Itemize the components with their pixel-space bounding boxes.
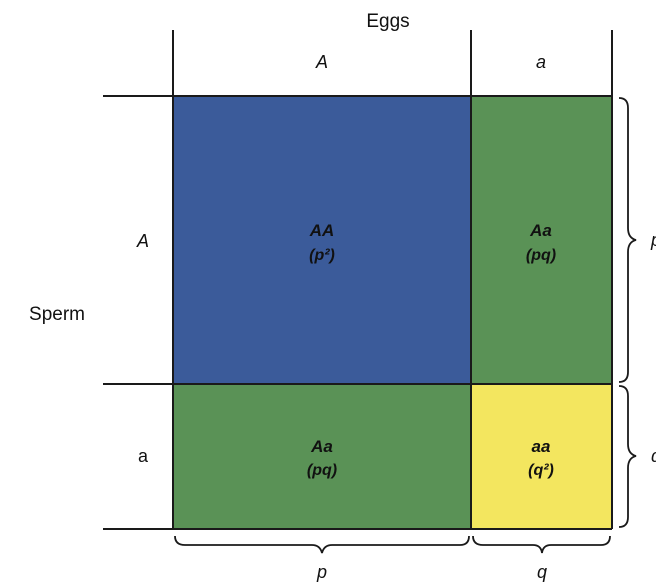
cell-Aa-bottom-genotype: Aa (310, 437, 333, 456)
brace-bottom-q (472, 535, 611, 554)
cell-Aa-top-genotype: Aa (529, 221, 552, 240)
cell-AA-genotype: AA (309, 221, 335, 240)
cell-AA-frequency: (p²) (309, 247, 335, 264)
right-label-q: q (651, 446, 656, 466)
column-allele-a: a (536, 52, 546, 72)
column-allele-A: A (315, 52, 328, 72)
cell-Aa-bottom-frequency: (pq) (307, 462, 337, 479)
sperm-title: Sperm (29, 304, 85, 325)
cell-Aa-bottom (173, 384, 471, 529)
right-label-p: p (650, 230, 656, 250)
cell-aa-genotype: aa (532, 437, 551, 456)
bottom-label-p: p (316, 562, 327, 582)
cell-aa-frequency: (q²) (528, 462, 554, 479)
cell-AA (173, 96, 471, 384)
cell-Aa-top-frequency: (pq) (526, 247, 556, 264)
brace-bottom-p (174, 535, 470, 554)
cell-Aa-top (471, 96, 612, 384)
row-allele-A: A (136, 231, 149, 251)
eggs-title: Eggs (366, 11, 409, 32)
bottom-label-q: q (537, 562, 547, 582)
brace-right-p (618, 97, 637, 383)
brace-right-q (618, 385, 637, 528)
row-allele-a: a (138, 446, 149, 466)
cell-aa (471, 384, 612, 529)
